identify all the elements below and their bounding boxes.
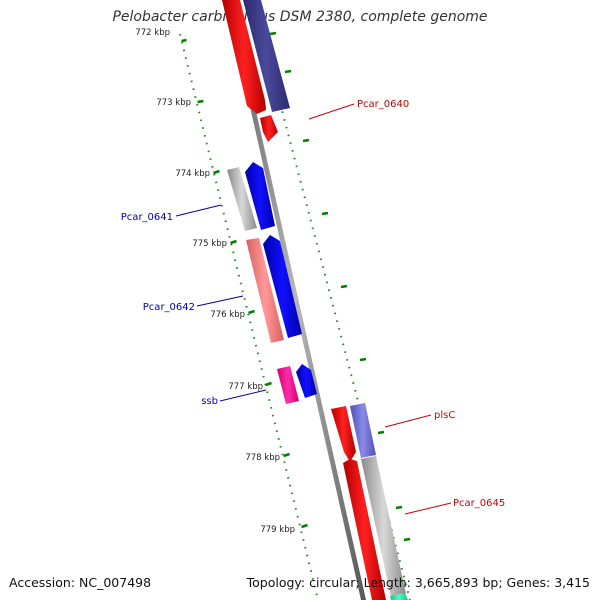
gene-feature-ssb: [296, 364, 317, 398]
gene-feature-pcar-0645-gray: [361, 456, 406, 597]
inner-ruler-dots: [261, 33, 411, 600]
tick-label-777: 777 kbp: [228, 382, 263, 392]
tick-label-778: 778 kbp: [245, 453, 280, 463]
gene-feature-pcar-0640: [260, 115, 278, 142]
tick-label-772: 772 kbp: [135, 28, 170, 38]
gene-features: [222, 0, 408, 600]
tick-label-774: 774 kbp: [175, 169, 210, 179]
gene-feature-pcar-0641: [245, 162, 275, 230]
tick-label-773: 773 kbp: [156, 98, 191, 108]
ruler-tick-labels: 772 kbp 773 kbp 774 kbp 775 kbp 776 kbp …: [135, 28, 295, 535]
gene-feature-pcar-0641-gray: [227, 167, 257, 231]
gene-label-plsc: plsC: [434, 410, 455, 421]
leader-pcar-0645: [404, 502, 452, 515]
gene-label-pcar-0640: Pcar_0640: [357, 99, 409, 110]
tick-label-776: 776 kbp: [210, 310, 245, 320]
gene-feature-plsc-purple: [350, 403, 376, 458]
gene-label-pcar-0642: Pcar_0642: [143, 302, 195, 313]
gene-feature-pcar-0642: [263, 235, 302, 338]
outer-ruler-dots: [179, 33, 319, 600]
tick-label-775: 775 kbp: [192, 239, 227, 249]
gene-feature-ssb-magenta: [277, 366, 299, 404]
gene-feature-navy-top: [243, 0, 290, 112]
gene-label-pcar-0645: Pcar_0645: [453, 498, 505, 509]
gene-feature-red-top: [222, 0, 266, 114]
gene-label-ssb: ssb: [201, 396, 218, 407]
leader-pcar-0640: [308, 103, 355, 120]
topology-text: Topology: circular; Length: 3,665,893 bp…: [246, 575, 590, 590]
gene-labels: Pcar_0640 Pcar_0641 Pcar_0642 ssb plsC P…: [121, 99, 505, 509]
leader-pcar-0642: [196, 295, 244, 307]
gene-label-pcar-0641: Pcar_0641: [121, 212, 173, 223]
gene-feature-pcar-0642-pink: [246, 238, 284, 343]
genome-backbone: [226, 0, 366, 600]
gene-feature-plsc: [331, 406, 356, 462]
label-leaders: [175, 103, 452, 515]
leader-plsc: [384, 414, 432, 428]
genome-title: Pelobacter carbinolicus DSM 2380, comple…: [112, 9, 488, 25]
gene-feature-teal: [390, 593, 408, 600]
tick-label-779: 779 kbp: [260, 525, 295, 535]
leader-pcar-0641: [175, 204, 222, 217]
leader-ssb: [219, 389, 267, 402]
accession-text: Accession: NC_007498: [9, 575, 152, 590]
gene-feature-pcar-0645: [343, 459, 386, 600]
ruler-tick-marks: [181, 31, 411, 542]
